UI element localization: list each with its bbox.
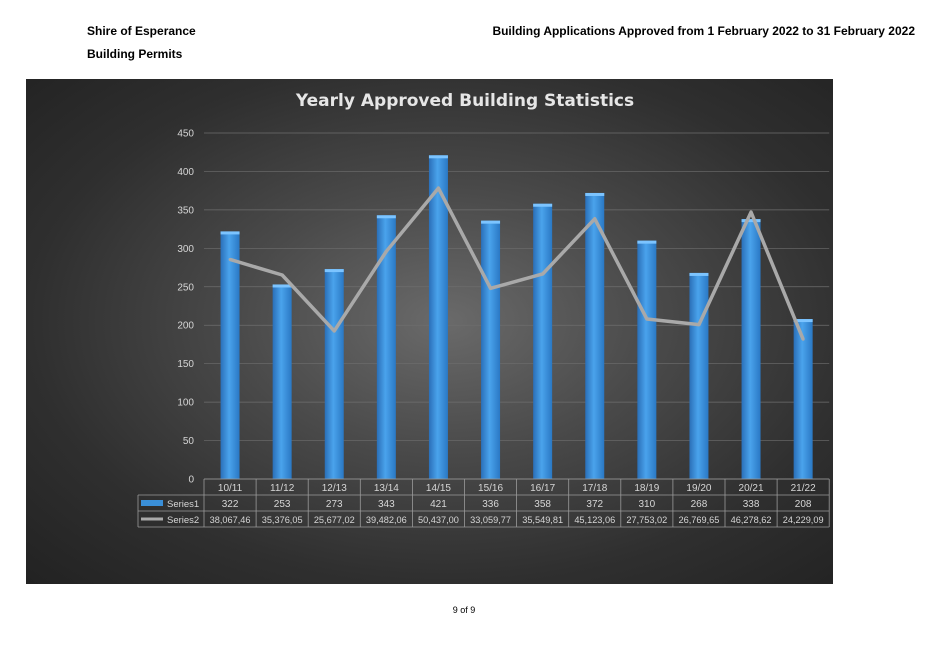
section-title: Building Permits (87, 47, 183, 61)
y-axis-left: 0 50 100 150 200 250 300 350 400 450 (177, 129, 194, 486)
data-table: 10/11 11/12 12/13 13/14 14/15 15/16 16/17 17/18… (137, 478, 830, 528)
series2-value: 46,278,62 (731, 515, 772, 525)
series2-value: 50,437,00 (418, 515, 459, 525)
bar-series1 (741, 219, 761, 480)
x-tick-label: 20/21 (739, 483, 764, 494)
series2-point (593, 217, 597, 221)
series2-point (228, 257, 232, 261)
y-left-tick-label: 450 (177, 129, 194, 140)
series2-point (541, 272, 545, 276)
series2-value: 35,376,05 (262, 515, 303, 525)
y-left-tick-label: 100 (177, 398, 194, 409)
legend-label-series2: Series2 (167, 515, 199, 526)
series2-value: 27,753,02 (626, 515, 667, 525)
bar-series1-top (637, 240, 657, 244)
chart-svg: Yearly Approved Building Statistics 0 50 1… (137, 91, 830, 528)
series1-value: 338 (743, 499, 760, 510)
series2-polyline (229, 186, 805, 340)
series2-value: 26,769,65 (679, 515, 720, 525)
bar-series1-top (272, 284, 292, 288)
series1-value: 343 (378, 499, 395, 510)
bar-series1-top (741, 219, 761, 223)
series2-point (801, 337, 805, 341)
x-tick-label: 13/14 (374, 483, 399, 494)
series1-value: 372 (586, 499, 603, 510)
bar-series1 (689, 272, 709, 479)
x-tick-label: 19/20 (686, 483, 711, 494)
y-left-tick-label: 50 (183, 436, 195, 447)
x-tick-label: 15/16 (478, 483, 503, 494)
legend-key-series1 (141, 500, 163, 506)
bar-series1 (481, 220, 501, 480)
series2-line (228, 186, 805, 341)
y-left-tick-label: 350 (177, 205, 194, 216)
bar-series1-top (220, 231, 240, 235)
series1-value: 268 (691, 499, 708, 510)
report-period: Building Applications Approved from 1 Fe… (492, 24, 915, 38)
bar-series1-top (481, 220, 501, 224)
series1-value: 253 (274, 499, 291, 510)
series1-bars (220, 155, 813, 480)
bar-series1 (376, 215, 396, 479)
series2-point (280, 273, 284, 277)
series2-point (749, 210, 753, 214)
chart-title: Yearly Approved Building Statistics (295, 91, 634, 111)
x-tick-label: 14/15 (426, 483, 451, 494)
y-left-tick-label: 200 (177, 321, 194, 332)
x-tick-label: 12/13 (322, 483, 347, 494)
series1-value: 358 (534, 499, 551, 510)
page-number: 9 of 9 (452, 605, 476, 615)
series2-value: 33,059,77 (470, 515, 511, 525)
x-tick-label: 11/12 (270, 483, 295, 494)
bar-series1 (220, 231, 240, 479)
x-tick-label: 17/18 (582, 483, 607, 494)
series2-value: 38,067,46 (210, 515, 251, 525)
bar-series1 (637, 240, 657, 479)
bar-series1-top (533, 203, 553, 207)
series2-point (697, 323, 701, 327)
bar-series1 (272, 284, 292, 479)
bar-series1-top (689, 272, 709, 276)
x-tick-label: 21/22 (791, 483, 816, 494)
series2-point (645, 317, 649, 321)
bar-series1 (793, 319, 813, 479)
series1-value: 310 (639, 499, 656, 510)
y-left-tick-label: 300 (177, 244, 194, 255)
series2-value: 25,677,02 (314, 515, 355, 525)
org-name: Shire of Esperance (87, 24, 196, 38)
x-tick-label: 18/19 (634, 483, 659, 494)
bar-series1-top (324, 269, 344, 273)
series1-value: 208 (795, 499, 812, 510)
bar-series1-top (585, 192, 605, 196)
series2-point (384, 249, 388, 253)
y-left-tick-label: 250 (177, 282, 194, 293)
bar-series1 (585, 192, 605, 479)
series2-point (436, 186, 440, 190)
grid (204, 132, 830, 480)
bar-series1-top (376, 215, 396, 219)
bar-series1 (533, 203, 553, 479)
bar-series1-top (793, 319, 813, 323)
x-tick-label: 10/11 (218, 483, 243, 494)
bar-series1 (324, 269, 344, 479)
y-left-tick-label: 0 (188, 475, 194, 486)
bar-series1-top (428, 155, 448, 159)
series2-value: 39,482,06 (366, 515, 407, 525)
series1-value: 421 (430, 499, 447, 510)
series2-value: 35,549,81 (522, 515, 563, 525)
series2-point (489, 286, 493, 290)
chart-panel: Yearly Approved Building Statistics 0 50 1… (26, 79, 833, 584)
series1-value: 336 (482, 499, 499, 510)
series2-value: 45,123,06 (574, 515, 615, 525)
series1-value: 273 (326, 499, 343, 510)
series2-value: 24,229,09 (783, 515, 824, 525)
y-left-tick-label: 150 (177, 359, 194, 370)
series1-value: 322 (222, 499, 239, 510)
bar-series1 (428, 155, 448, 479)
y-left-tick-label: 400 (177, 167, 194, 178)
x-tick-label: 16/17 (530, 483, 555, 494)
legend-label-series1: Series1 (167, 499, 199, 510)
legend-key-series2 (141, 517, 163, 521)
series2-point (332, 329, 336, 333)
